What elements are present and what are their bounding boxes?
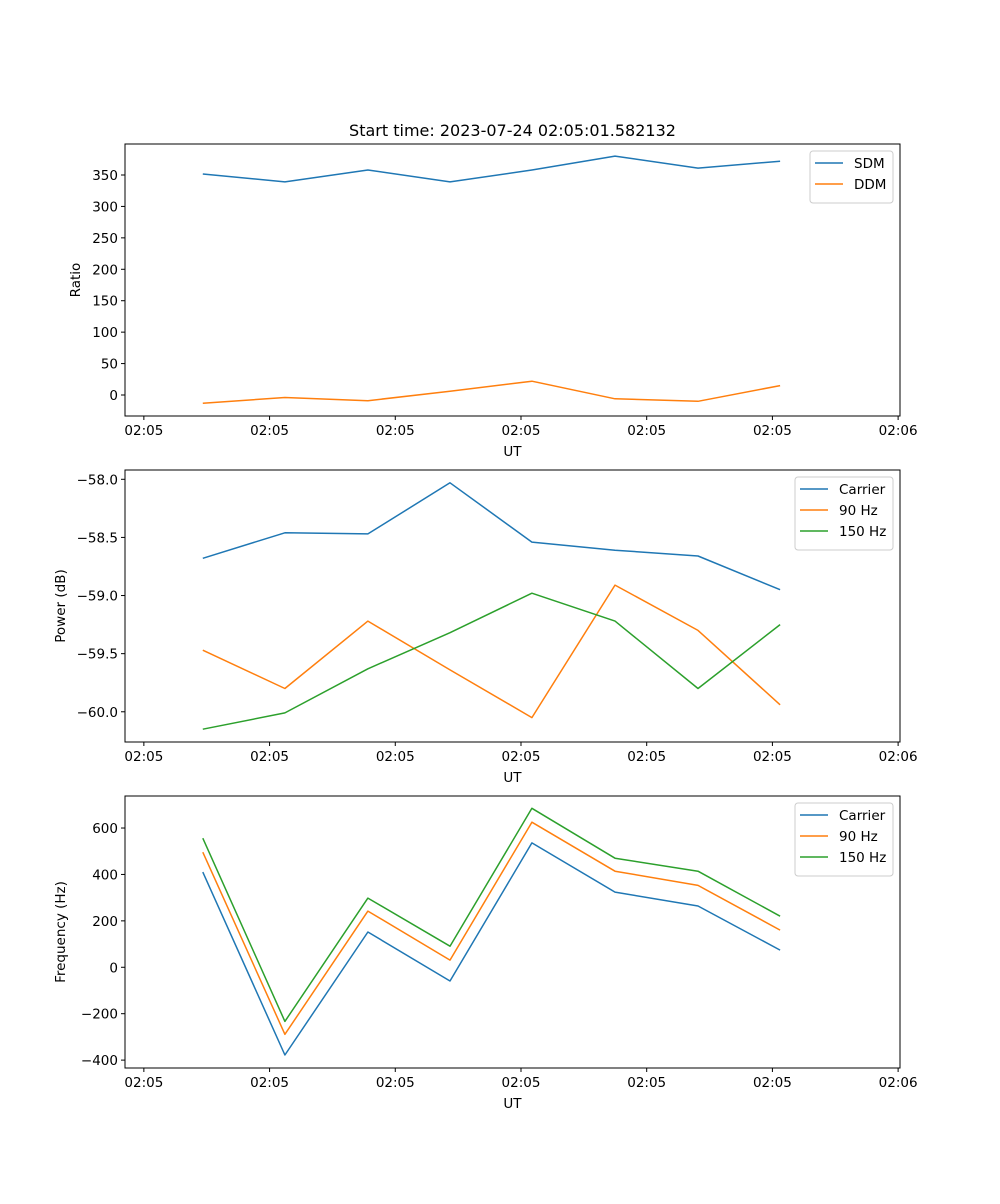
y-tick-label: 200 — [92, 262, 118, 278]
chart-title: Start time: 2023-07-24 02:05:01.582132 — [349, 121, 676, 140]
y-tick-label: −59.0 — [77, 589, 118, 605]
legend-label: 90 Hz — [839, 503, 878, 519]
legend-label: 150 Hz — [839, 524, 886, 540]
x-tick-label: 02:05 — [124, 1075, 163, 1091]
x-tick-label: 02:05 — [376, 749, 415, 765]
y-tick-label: 0 — [109, 960, 118, 976]
legend: Carrier 90 Hz 150 Hz — [795, 803, 893, 876]
x-axis-label: UT — [503, 444, 522, 460]
x-tick-label: 02:05 — [753, 1075, 792, 1091]
y-tick-label: 400 — [92, 867, 118, 883]
x-tick-label: 02:05 — [627, 1075, 666, 1091]
y-tick-label: 200 — [92, 914, 118, 930]
y-tick-label: 250 — [92, 231, 118, 247]
y-tick-label: −60.0 — [77, 705, 118, 721]
x-tick-label: 02:06 — [879, 1075, 918, 1091]
y-tick-label: −59.5 — [77, 647, 118, 663]
y-tick-label: 0 — [109, 388, 118, 404]
legend-label: SDM — [854, 156, 885, 172]
x-tick-label: 02:05 — [124, 423, 163, 439]
x-axis-label: UT — [503, 770, 522, 786]
x-tick-label: 02:06 — [879, 423, 918, 439]
y-tick-label: 300 — [92, 199, 118, 215]
x-tick-label: 02:05 — [627, 749, 666, 765]
y-axis-label: Frequency (Hz) — [53, 881, 69, 983]
y-axis-label: Ratio — [68, 263, 84, 298]
y-tick-label: −200 — [81, 1007, 118, 1023]
y-tick-label: 100 — [92, 325, 118, 341]
x-tick-label: 02:05 — [376, 1075, 415, 1091]
x-tick-label: 02:05 — [753, 423, 792, 439]
x-axis-label: UT — [503, 1096, 522, 1112]
y-tick-label: −58.0 — [77, 472, 118, 488]
x-tick-label: 02:05 — [753, 749, 792, 765]
x-tick-label: 02:05 — [502, 749, 541, 765]
y-tick-label: −400 — [81, 1053, 118, 1069]
x-tick-label: 02:05 — [502, 1075, 541, 1091]
y-tick-label: 150 — [92, 294, 118, 310]
x-tick-label: 02:05 — [250, 423, 289, 439]
legend-label: Carrier — [839, 482, 886, 498]
x-tick-label: 02:05 — [376, 423, 415, 439]
x-tick-label: 02:05 — [250, 749, 289, 765]
x-tick-label: 02:05 — [502, 423, 541, 439]
legend: Carrier 90 Hz 150 Hz — [795, 477, 893, 550]
x-tick-label: 02:06 — [879, 749, 918, 765]
legend: SDM DDM — [810, 151, 893, 203]
x-tick-label: 02:05 — [250, 1075, 289, 1091]
legend-label: 90 Hz — [839, 829, 878, 845]
x-tick-label: 02:05 — [627, 423, 666, 439]
y-tick-label: −58.5 — [77, 530, 118, 546]
y-tick-label: 600 — [92, 821, 118, 837]
legend-label: DDM — [854, 177, 886, 193]
x-tick-label: 02:05 — [124, 749, 163, 765]
y-tick-label: 50 — [101, 357, 118, 373]
legend-label: 150 Hz — [839, 850, 886, 866]
y-axis-label: Power (dB) — [53, 569, 69, 642]
y-tick-label: 350 — [92, 168, 118, 184]
legend-label: Carrier — [839, 808, 886, 824]
